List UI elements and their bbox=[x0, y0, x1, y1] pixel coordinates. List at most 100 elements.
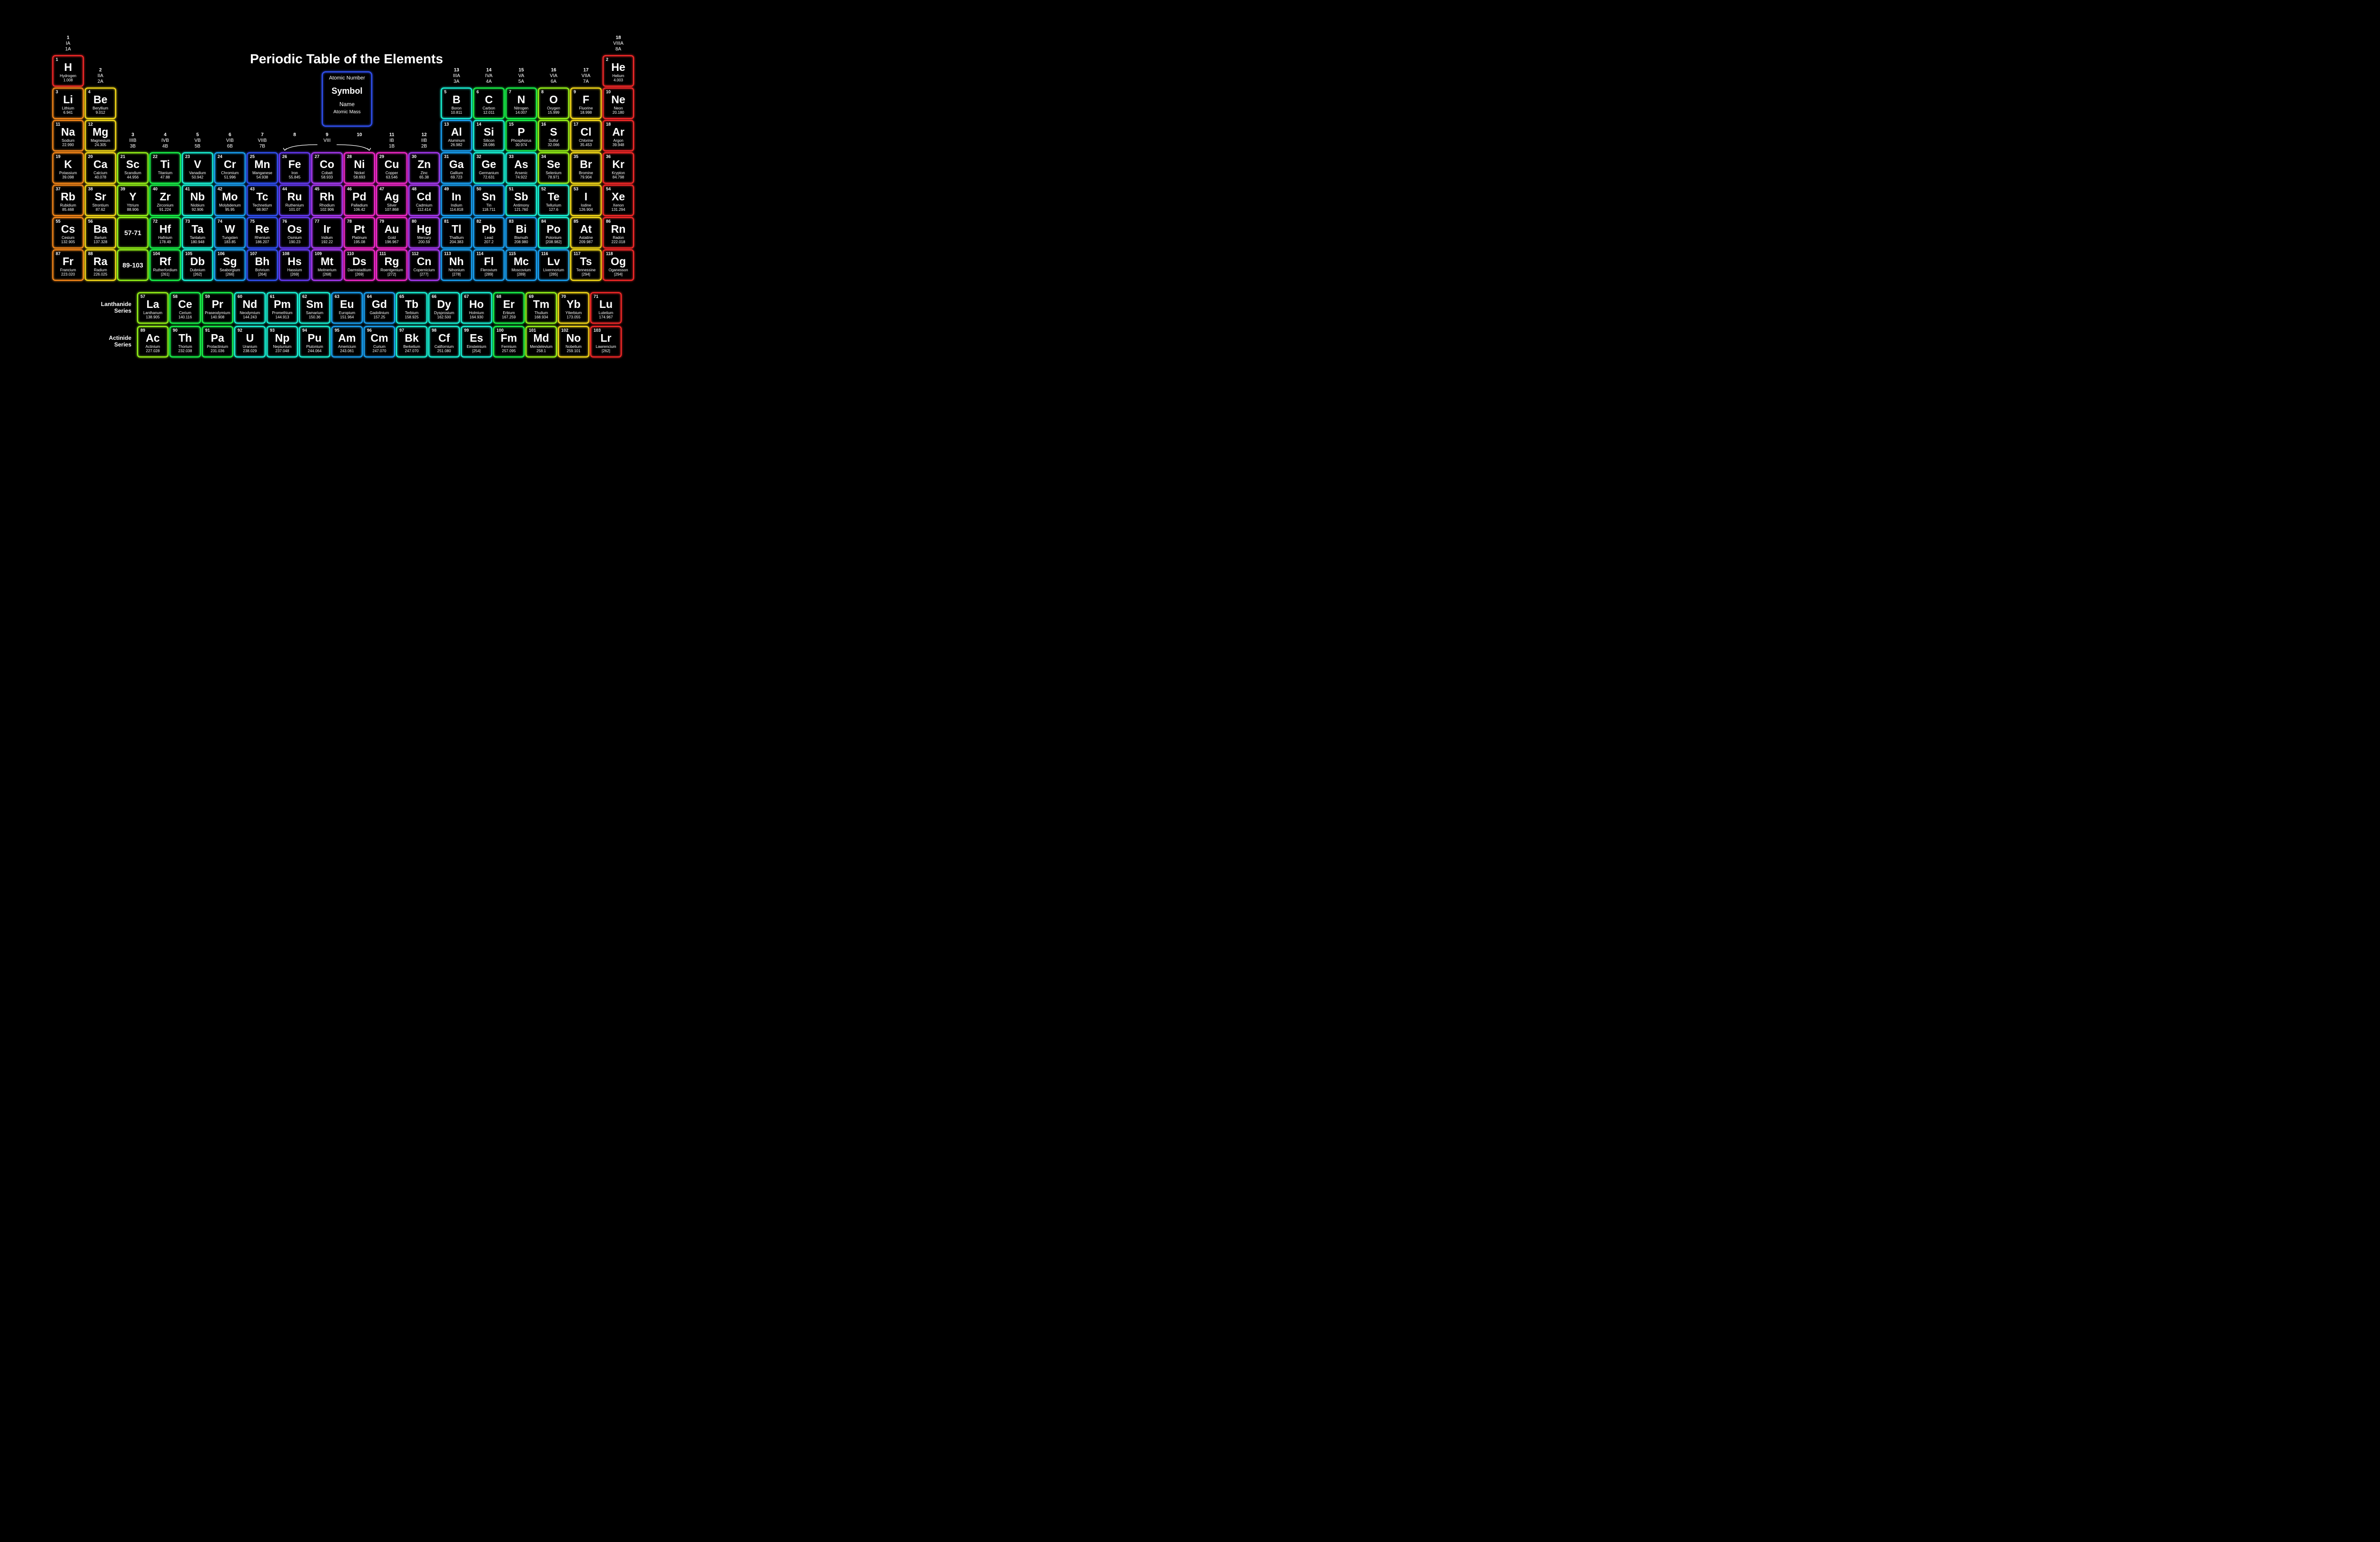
element-symbol: Pt bbox=[345, 224, 374, 235]
element-name: Livermorium bbox=[539, 268, 568, 272]
atomic-mass: 190.23 bbox=[280, 240, 309, 244]
element-name: Sodium bbox=[54, 139, 82, 143]
atomic-mass: 78.971 bbox=[539, 176, 568, 179]
element-symbol: Cm bbox=[365, 333, 394, 344]
element-name: Seaborgium bbox=[216, 268, 244, 272]
atomic-number: 65 bbox=[399, 295, 404, 299]
element-name: Germanium bbox=[475, 171, 503, 175]
legend-mass: Atomic Mass bbox=[325, 109, 369, 115]
atomic-number: 101 bbox=[529, 328, 536, 333]
legend-box: Atomic Number Symbol Name Atomic Mass bbox=[322, 71, 372, 127]
group-header-7: 7VIIB7B bbox=[247, 132, 278, 149]
element-Na: 11NaSodium22.990 bbox=[52, 120, 84, 151]
element-symbol: Ca bbox=[86, 159, 115, 170]
element-Pa: 91PaProtactinium231.036 bbox=[202, 326, 233, 357]
atomic-number: 71 bbox=[594, 295, 598, 299]
element-symbol: Ra bbox=[86, 256, 115, 267]
element-C: 6CCarbon12.011 bbox=[473, 88, 505, 119]
atomic-mass: 132.905 bbox=[54, 240, 82, 244]
element-name: Radon bbox=[604, 236, 633, 240]
element-name: Actinium bbox=[139, 345, 167, 349]
element-symbol: Lr bbox=[592, 333, 620, 344]
atomic-number: 90 bbox=[173, 328, 178, 333]
atomic-number: 86 bbox=[606, 219, 611, 224]
element-symbol: Au bbox=[377, 224, 406, 235]
element-Co: 27CoCobalt58.933 bbox=[311, 152, 343, 184]
atomic-number: 91 bbox=[205, 328, 210, 333]
element-P: 15PPhosphorus30.974 bbox=[506, 120, 537, 151]
atomic-number: 38 bbox=[88, 187, 93, 191]
group-header-18: 18VIIIA8A bbox=[603, 35, 634, 52]
atomic-mass: 251.080 bbox=[430, 349, 458, 353]
element-name: Hafnium bbox=[151, 236, 179, 240]
element-symbol: Ni bbox=[345, 159, 374, 170]
element-name: Hassium bbox=[280, 268, 309, 272]
atomic-number: 87 bbox=[56, 252, 60, 256]
element-Ta: 73TaTantalum180.948 bbox=[182, 217, 213, 248]
group-header-8: 8 bbox=[279, 132, 310, 138]
element-V: 23VVanadium50.942 bbox=[182, 152, 213, 184]
element-symbol: Cn bbox=[410, 256, 438, 267]
element-Te: 52TeTellurium127.6 bbox=[538, 185, 569, 216]
element-symbol: Se bbox=[539, 159, 568, 170]
atomic-number: 10 bbox=[606, 90, 611, 94]
element-symbol: No bbox=[559, 333, 588, 344]
element-Mo: 42MoMolybdenum95.95 bbox=[214, 185, 246, 216]
element-symbol: Si bbox=[475, 127, 503, 138]
atomic-number: 69 bbox=[529, 295, 534, 299]
atomic-number: 35 bbox=[574, 155, 578, 159]
atomic-number: 31 bbox=[444, 155, 449, 159]
atomic-mass: 168.934 bbox=[527, 316, 555, 319]
atomic-number: 89 bbox=[140, 328, 145, 333]
atomic-mass: 173.055 bbox=[559, 316, 588, 319]
element-Bh: 107BhBohrium[264] bbox=[247, 249, 278, 281]
atomic-number: 34 bbox=[541, 155, 546, 159]
atomic-number: 22 bbox=[153, 155, 158, 159]
atomic-number: 43 bbox=[250, 187, 255, 191]
element-symbol: Rh bbox=[313, 191, 341, 202]
element-name: Phosphorus bbox=[507, 139, 536, 143]
atomic-number: 63 bbox=[335, 295, 339, 299]
atomic-mass: 85.468 bbox=[54, 208, 82, 212]
element-As: 33AsArsenic74.922 bbox=[506, 152, 537, 184]
element-Ts: 117TsTennessine[294] bbox=[570, 249, 602, 281]
element-symbol: Ga bbox=[442, 159, 471, 170]
element-Cu: 29CuCopper63.546 bbox=[376, 152, 407, 184]
atomic-number: 47 bbox=[379, 187, 384, 191]
element-symbol: H bbox=[54, 62, 82, 73]
atomic-number: 39 bbox=[120, 187, 125, 191]
atomic-number: 52 bbox=[541, 187, 546, 191]
element-symbol: Er bbox=[495, 299, 523, 310]
atomic-mass: 127.6 bbox=[539, 208, 568, 212]
element-name: Nickel bbox=[345, 171, 374, 175]
atomic-mass: 39.948 bbox=[604, 143, 633, 147]
element-N: 7NNitrogen14.007 bbox=[506, 88, 537, 119]
element-name: Scandium bbox=[119, 171, 147, 175]
atomic-number: 97 bbox=[399, 328, 404, 333]
atomic-mass: 174.967 bbox=[592, 316, 620, 319]
actinide-label: ActinideSeries bbox=[98, 335, 131, 348]
atomic-mass: 140.116 bbox=[171, 316, 199, 319]
atomic-number: 14 bbox=[476, 122, 481, 127]
element-name: Titanium bbox=[151, 171, 179, 175]
element-symbol: Dy bbox=[430, 299, 458, 310]
atomic-mass: 238.029 bbox=[236, 349, 264, 353]
atomic-number: 78 bbox=[347, 219, 352, 224]
element-Bi: 83BiBismuth208.980 bbox=[506, 217, 537, 248]
element-symbol: As bbox=[507, 159, 536, 170]
atomic-mass: 106.42 bbox=[345, 208, 374, 212]
atomic-number: 96 bbox=[367, 328, 372, 333]
atomic-number: 88 bbox=[88, 252, 93, 256]
element-name: Gallium bbox=[442, 171, 471, 175]
atomic-number: 12 bbox=[88, 122, 93, 127]
atomic-mass: 6.941 bbox=[54, 111, 82, 115]
atomic-number: 58 bbox=[173, 295, 178, 299]
atomic-number: 107 bbox=[250, 252, 257, 256]
group-header-1: 1IA1A bbox=[52, 35, 84, 52]
atomic-mass: 137.328 bbox=[86, 240, 115, 244]
element-symbol: Nd bbox=[236, 299, 264, 310]
atomic-number: 117 bbox=[574, 252, 581, 256]
element-symbol: Sr bbox=[86, 191, 115, 202]
element-name: Holmium bbox=[462, 311, 491, 315]
atomic-number: 112 bbox=[412, 252, 419, 256]
